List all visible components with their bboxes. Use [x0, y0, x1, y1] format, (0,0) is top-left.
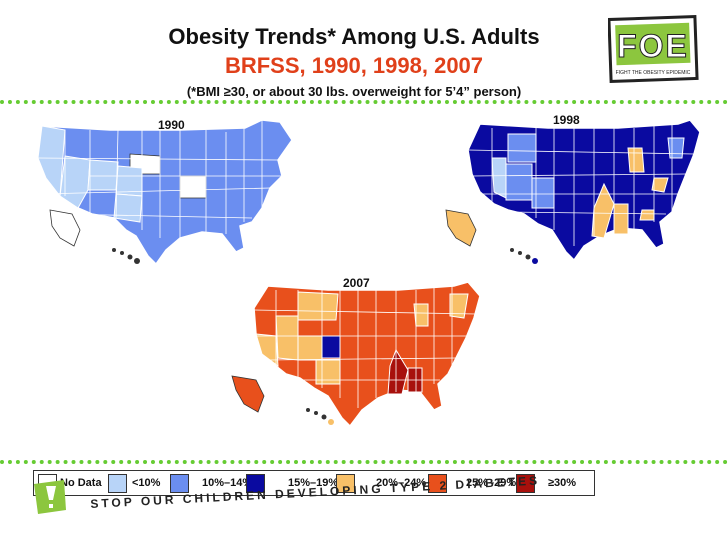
legend-label-20-24: 20%–24% [376, 477, 427, 489]
legend-swatch-15-19 [246, 474, 265, 493]
map-label-1998: 1998 [553, 113, 580, 127]
legend-label-no-data: No Data [60, 477, 102, 489]
legend-swatch-25-29 [428, 474, 447, 493]
legend-label-lt10: <10% [132, 477, 161, 489]
legend-label-25-29: 25%–29% [466, 477, 517, 489]
divider-top [0, 100, 728, 104]
legend-swatch-20-24 [336, 474, 355, 493]
map-1990 [37, 119, 293, 266]
foe-badge-icon [34, 480, 66, 514]
legend-label-30-plus: ≥30% [548, 477, 577, 489]
map-label-1990: 1990 [158, 118, 185, 132]
title-main: Obesity Trends* Among U.S. Adults [168, 24, 540, 49]
map-1998 [445, 119, 701, 264]
foe-logo: FOE FIGHT THE OBESITY EPIDEMIC [608, 14, 699, 84]
map-label-2007: 2007 [343, 276, 370, 290]
legend-swatch-30-plus [516, 474, 535, 493]
map-2007 [231, 281, 481, 428]
divider-bottom [0, 460, 728, 464]
legend-label-10-14: 10%–14% [202, 477, 253, 489]
legend-swatch-10-14 [170, 474, 189, 493]
title-footnote: (*BMI ≥30, or about 30 lbs. overweight f… [186, 84, 522, 99]
svg-text:FIGHT THE OBESITY EPIDEMIC: FIGHT THE OBESITY EPIDEMIC [616, 70, 691, 76]
legend-label-15-19: 15%–19% [288, 477, 339, 489]
title-subtitle: BRFSS, 1990, 1998, 2007 [224, 53, 484, 78]
legend-swatch-lt10 [108, 474, 127, 493]
svg-text:FOE: FOE [617, 28, 689, 64]
